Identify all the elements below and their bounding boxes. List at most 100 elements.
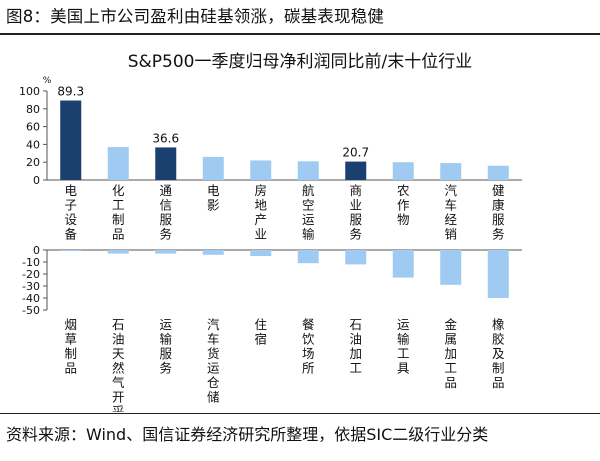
bottom-category-label: 住 xyxy=(254,317,267,332)
top-category-label: 物 xyxy=(397,212,410,227)
bottom-category-label: 加 xyxy=(444,346,457,361)
top-bar xyxy=(392,162,414,180)
bottom-category-label: 仓 xyxy=(207,375,220,390)
bottom-category-label: 车 xyxy=(207,332,220,347)
top-y-tick-label: 0 xyxy=(33,174,40,187)
bottom-bar xyxy=(345,250,367,265)
top-category-label: 制 xyxy=(112,212,125,227)
bottom-category-label: 气 xyxy=(112,375,125,390)
top-data-label: 20.7 xyxy=(342,146,369,160)
bottom-category-label: 采 xyxy=(112,404,125,412)
source-note: 资料来源：Wind、国信证券经济研究所整理，依据SIC二级行业分类 xyxy=(6,425,489,444)
top-bar xyxy=(345,161,367,180)
top-bar xyxy=(297,161,319,180)
bottom-bar xyxy=(202,250,224,255)
bottom-category-label: 汽 xyxy=(207,317,220,332)
bottom-category-label: 石 xyxy=(349,317,362,332)
top-category-label: 服 xyxy=(492,212,505,227)
bottom-category-label: 制 xyxy=(492,361,505,376)
bottom-category-label: 输 xyxy=(397,332,410,347)
bottom-y-tick-label: -40 xyxy=(22,292,40,305)
bottom-y-tick-label: -10 xyxy=(22,256,40,269)
top-category-label: 电 xyxy=(64,183,77,198)
bottom-category-label: 品 xyxy=(444,375,457,390)
bottom-category-label: 工 xyxy=(397,346,410,361)
top-y-tick-label: 20 xyxy=(26,156,40,169)
y-axis-unit: % xyxy=(43,76,52,86)
top-bar xyxy=(440,163,462,180)
bottom-divider xyxy=(0,413,600,414)
bottom-category-label: 加 xyxy=(349,346,362,361)
top-data-label: 89.3 xyxy=(57,85,84,99)
bottom-category-label: 胶 xyxy=(492,332,505,347)
top-bar xyxy=(202,156,224,180)
top-data-label: 36.6 xyxy=(152,131,179,145)
bottom-bar xyxy=(440,250,462,285)
bottom-category-label: 运 xyxy=(159,317,172,332)
bottom-category-label: 制 xyxy=(64,346,77,361)
bottom-category-label: 饮 xyxy=(302,332,315,347)
top-category-label: 通 xyxy=(159,183,172,198)
bottom-bar-panel: 0-10-20-30-40-50烟草制品石油天然气开采运输服务汽车货运仓储住宿餐… xyxy=(22,244,522,412)
bottom-y-tick-label: -20 xyxy=(22,268,40,281)
top-category-label: 务 xyxy=(492,227,505,242)
top-category-label: 地 xyxy=(254,198,267,213)
top-y-tick-label: 100 xyxy=(19,85,40,98)
top-category-label: 务 xyxy=(349,227,362,242)
bottom-bar xyxy=(487,250,509,298)
bottom-category-label: 油 xyxy=(112,332,125,347)
top-category-label: 备 xyxy=(64,227,77,242)
top-category-label: 作 xyxy=(397,198,410,213)
chart: S&P500一季度归母净利润同比前/末十位行业 % 0 20 40 60 80 100 89… xyxy=(19,52,522,412)
top-category-label: 汽 xyxy=(444,183,457,198)
top-category-label: 信 xyxy=(159,198,172,213)
bottom-category-label: 开 xyxy=(112,390,125,405)
top-bar xyxy=(155,147,177,180)
bottom-category-label: 橡 xyxy=(492,317,505,332)
top-category-label: 设 xyxy=(64,212,77,227)
bottom-category-label: 然 xyxy=(112,361,125,376)
top-category-label: 空 xyxy=(302,198,315,213)
top-bar xyxy=(60,100,82,180)
bottom-category-label: 场 xyxy=(302,346,315,361)
figure-caption: 图8：美国上市公司盈利由硅基领涨，碳基表现稳健 xyxy=(6,7,385,26)
bottom-category-label: 石 xyxy=(112,317,125,332)
bottom-category-label: 金 xyxy=(444,317,457,332)
top-category-label: 影 xyxy=(207,198,220,213)
bottom-category-label: 油 xyxy=(349,332,362,347)
bottom-category-label: 餐 xyxy=(302,317,315,332)
bottom-bar xyxy=(250,250,272,256)
top-category-label: 业 xyxy=(349,198,362,213)
bottom-category-label: 烟 xyxy=(64,317,77,332)
bottom-category-label: 货 xyxy=(207,346,220,361)
bottom-category-label: 草 xyxy=(64,332,77,347)
top-category-label: 服 xyxy=(159,212,172,227)
top-bar xyxy=(250,160,272,180)
bottom-category-label: 服 xyxy=(159,346,172,361)
top-category-label: 电 xyxy=(207,183,220,198)
bottom-category-label: 天 xyxy=(112,346,125,361)
bottom-bar xyxy=(155,250,177,254)
bottom-category-label: 输 xyxy=(159,332,172,347)
top-category-label: 务 xyxy=(159,227,172,242)
top-category-label: 农 xyxy=(397,183,410,198)
top-category-label: 销 xyxy=(444,227,457,242)
bottom-category-label: 务 xyxy=(159,361,172,376)
bottom-bar xyxy=(297,250,319,264)
top-y-tick-label: 40 xyxy=(26,138,40,151)
bottom-category-label: 品 xyxy=(492,375,505,390)
bottom-category-label: 及 xyxy=(492,346,505,361)
bottom-y-tick-label: -30 xyxy=(22,280,40,293)
top-category-label: 房 xyxy=(254,183,267,198)
bottom-bar xyxy=(107,250,129,254)
top-divider xyxy=(0,33,600,35)
bottom-bar xyxy=(392,250,414,278)
top-bar xyxy=(107,147,129,180)
top-category-label: 经 xyxy=(444,212,457,227)
top-category-label: 商 xyxy=(349,183,362,198)
top-category-label: 业 xyxy=(254,227,267,242)
top-y-tick-label: 60 xyxy=(26,121,40,134)
top-category-label: 康 xyxy=(492,198,505,213)
bottom-bar xyxy=(60,250,82,251)
